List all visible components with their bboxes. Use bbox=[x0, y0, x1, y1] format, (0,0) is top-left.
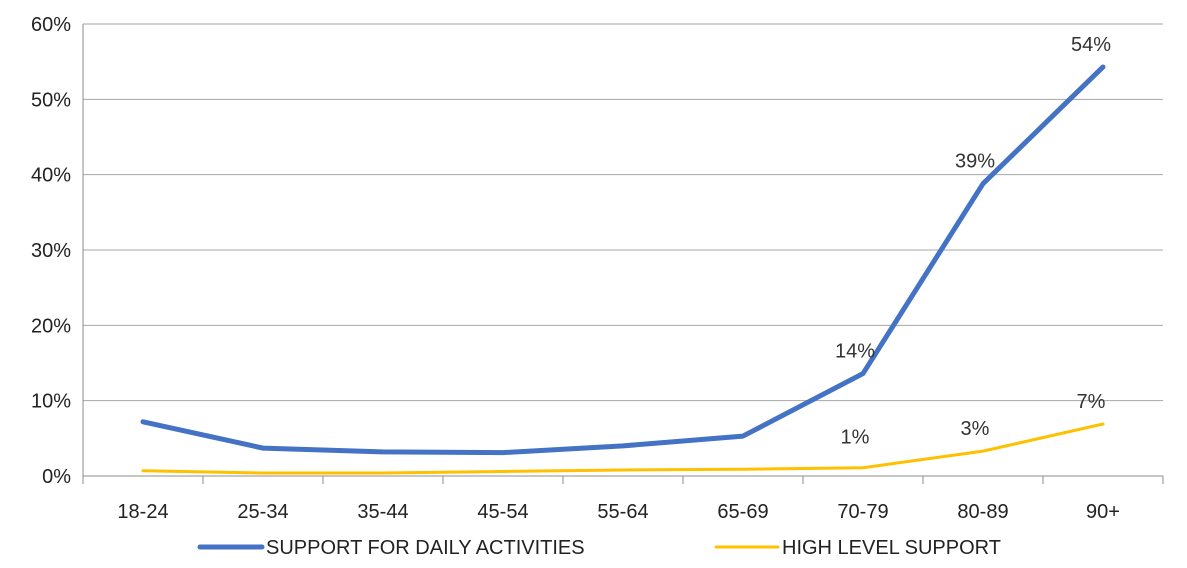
gridlines bbox=[83, 23, 1163, 402]
legend-label-1: SUPPORT FOR DAILY ACTIVITIES bbox=[266, 537, 585, 559]
x-tick-label: 45-54 bbox=[477, 501, 528, 523]
y-tick-label: 10% bbox=[31, 391, 71, 413]
y-tick-label: 50% bbox=[31, 89, 71, 111]
series-line-1 bbox=[140, 64, 1106, 456]
data-label: 14% bbox=[835, 341, 875, 363]
x-tick-label: 18-24 bbox=[117, 501, 168, 523]
y-tick-label: 0% bbox=[42, 466, 71, 488]
x-tick-label: 65-69 bbox=[717, 501, 768, 523]
data-label: 1% bbox=[841, 427, 870, 449]
x-axis-ticks: 18-24 25-34 35-44 45-54 55-64 65-69 70-79 80-89… bbox=[82, 476, 1164, 523]
x-tick-label: 90+ bbox=[1086, 501, 1120, 523]
data-label: 7% bbox=[1077, 391, 1106, 413]
x-tick-label: 70-79 bbox=[837, 501, 888, 523]
legend: SUPPORT FOR DAILY ACTIVITIES HIGH LEVEL S… bbox=[197, 537, 1001, 559]
data-label: 3% bbox=[961, 418, 990, 440]
x-tick-label: 55-64 bbox=[597, 501, 648, 523]
y-axis-ticks: 0% 10% 20% 30% 40% 50% 60% bbox=[31, 14, 71, 488]
data-label: 54% bbox=[1071, 34, 1111, 56]
legend-label-2: HIGH LEVEL SUPPORT bbox=[782, 537, 1001, 559]
axes bbox=[82, 24, 1163, 477]
data-labels: 14% 39% 54% 1% 3% 7% bbox=[835, 34, 1111, 449]
data-label: 39% bbox=[955, 151, 995, 173]
series-line-2 bbox=[141, 422, 1105, 475]
x-tick-label: 80-89 bbox=[957, 501, 1008, 523]
y-tick-label: 20% bbox=[31, 315, 71, 337]
y-tick-label: 60% bbox=[31, 14, 71, 36]
y-tick-label: 40% bbox=[31, 165, 71, 187]
x-tick-label: 35-44 bbox=[357, 501, 408, 523]
x-tick-label: 25-34 bbox=[237, 501, 288, 523]
series-lines bbox=[140, 64, 1106, 475]
y-tick-label: 30% bbox=[31, 240, 71, 262]
